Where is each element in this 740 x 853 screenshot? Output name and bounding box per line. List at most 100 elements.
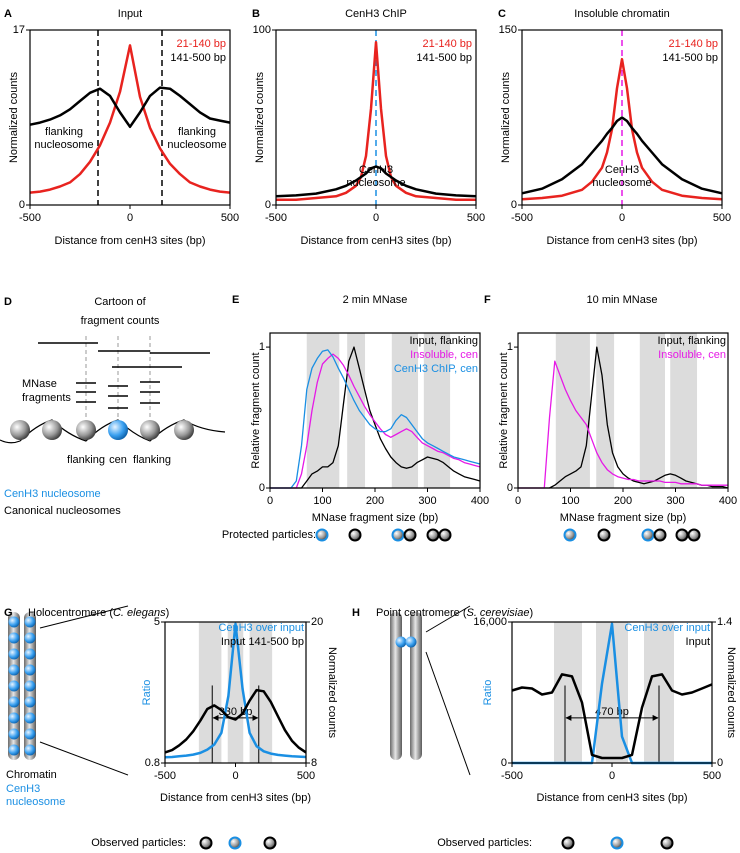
cartoon-label: fragments xyxy=(22,392,71,404)
legend-entry: CenH3 ChIP, cen xyxy=(394,363,478,375)
x-tick-label: 300 xyxy=(666,495,684,507)
particles-label: Observed particles: xyxy=(437,837,532,849)
legend-entry: Input, flanking xyxy=(658,335,727,347)
point-centromere-cartoon xyxy=(390,605,471,776)
particle-icon xyxy=(675,528,689,542)
x-axis-label: MNase fragment size (bp) xyxy=(560,512,687,524)
data-line xyxy=(521,116,723,195)
x-axis-label: Distance from cenH3 sites (bp) xyxy=(160,792,311,804)
y-axis-label: Normalized counts xyxy=(254,71,266,163)
holocentromere-cartoon: Chromatin CenH3 nucleosome xyxy=(6,605,129,808)
chart-title-part: Holocentromere ( xyxy=(28,607,113,619)
chart-title-part: S. cerevisiae xyxy=(466,607,529,619)
particle-icon xyxy=(199,836,213,850)
y-tick-label: 0.8 xyxy=(145,757,160,769)
y2-axis-label: Normalized counts xyxy=(326,647,338,739)
panel-letter: F xyxy=(484,294,491,306)
panel-letter: C xyxy=(498,8,506,20)
x-tick-label: -500 xyxy=(511,212,533,224)
annotation: CenH3 nucleosome xyxy=(592,164,651,189)
data-line xyxy=(270,346,481,489)
particle-icon xyxy=(641,528,655,542)
particle-icon xyxy=(426,528,440,542)
y2-tick-label: 0 xyxy=(717,757,723,769)
data-line xyxy=(29,86,231,129)
particle-icon xyxy=(660,836,674,850)
particles-label: Observed particles: xyxy=(91,837,186,849)
particles-label: Protected particles: xyxy=(222,529,316,541)
shaded-band xyxy=(639,333,665,488)
y2-tick-label: 8 xyxy=(311,757,317,769)
particle-icon xyxy=(403,528,417,542)
data-line xyxy=(270,349,481,489)
y-axis-label: Ratio xyxy=(482,680,494,706)
data-line xyxy=(511,673,713,760)
y-tick-label: 1 xyxy=(507,341,513,353)
position-label: flanking xyxy=(67,454,105,466)
shaded-band xyxy=(198,622,222,763)
shaded-band xyxy=(555,333,590,488)
x-tick-label: 0 xyxy=(127,212,133,224)
chart-title: 10 min MNase xyxy=(587,294,658,306)
data-line xyxy=(521,57,723,201)
cartoon-title: fragment counts xyxy=(81,315,160,327)
shaded-band xyxy=(249,622,273,763)
legend-entry: 141-500 bp xyxy=(170,52,226,64)
annotation: flanking nucleosome xyxy=(167,126,226,151)
data-line xyxy=(276,41,476,202)
chart-title: CenH3 ChIP xyxy=(345,8,407,20)
y-tick-label: 0 xyxy=(501,757,507,769)
legend-entry: Input, flanking xyxy=(410,335,479,347)
cartoon-label: Chromatin xyxy=(6,769,57,781)
panel-letter: G xyxy=(4,607,13,619)
chart-title-part: ) xyxy=(166,607,170,619)
cartoon-title: Cartoon of xyxy=(94,296,146,308)
x-tick-label: -500 xyxy=(265,212,287,224)
legend-entry: CenH3 over input xyxy=(218,622,304,634)
particle-icon xyxy=(597,528,611,542)
particle-icon xyxy=(228,836,242,850)
x-tick-label: 500 xyxy=(297,770,315,782)
data-line xyxy=(518,360,728,489)
annotation-line: CenH3 xyxy=(359,164,393,176)
annotation: CenH3 nucleosome xyxy=(346,164,405,189)
y-tick-label: 0 xyxy=(259,482,265,494)
x-tick-label: 200 xyxy=(614,495,632,507)
chart-title: Insoluble chromatin xyxy=(574,8,669,20)
chart-title-part: C. elegans xyxy=(113,607,166,619)
cartoon-fragments xyxy=(38,342,210,409)
y-tick-label: 0 xyxy=(511,199,517,211)
y-tick-label: 0 xyxy=(19,199,25,211)
panel-letter: A xyxy=(4,8,12,20)
y-tick-label: 0 xyxy=(265,199,271,211)
data-line xyxy=(164,622,307,759)
x-tick-label: 500 xyxy=(703,770,721,782)
annotation-line: nucleosome xyxy=(167,139,226,151)
x-tick-label: 0 xyxy=(515,495,521,507)
y2-tick-label: 1.4 xyxy=(717,616,732,628)
cartoon-label: MNase xyxy=(22,378,57,390)
chart-title: Input xyxy=(118,8,142,20)
x-tick-label: 500 xyxy=(467,212,485,224)
particle-icon xyxy=(653,528,667,542)
annotation-line: flanking xyxy=(45,126,83,138)
position-label: flanking xyxy=(133,454,171,466)
y2-axis-label: Normalized counts xyxy=(725,647,737,739)
chart-title: Point centromere (S. cerevisiae) xyxy=(376,607,533,619)
cartoon-panel: D Cartoon of fragment counts MNase fragm… xyxy=(0,296,226,517)
y-axis-label: Ratio xyxy=(141,680,153,706)
x-tick-label: 100 xyxy=(561,495,579,507)
y-axis-label: Normalized counts xyxy=(8,71,20,163)
x-tick-label: 0 xyxy=(619,212,625,224)
x-tick-label: 500 xyxy=(713,212,731,224)
data-line xyxy=(29,44,231,194)
x-tick-label: -500 xyxy=(501,770,523,782)
x-tick-label: -500 xyxy=(154,770,176,782)
x-tick-label: 300 xyxy=(418,495,436,507)
particle-icon xyxy=(563,528,577,542)
legend-entry: 141-500 bp xyxy=(662,52,718,64)
legend-entry: 21-140 bp xyxy=(176,38,226,50)
x-tick-label: 0 xyxy=(373,212,379,224)
